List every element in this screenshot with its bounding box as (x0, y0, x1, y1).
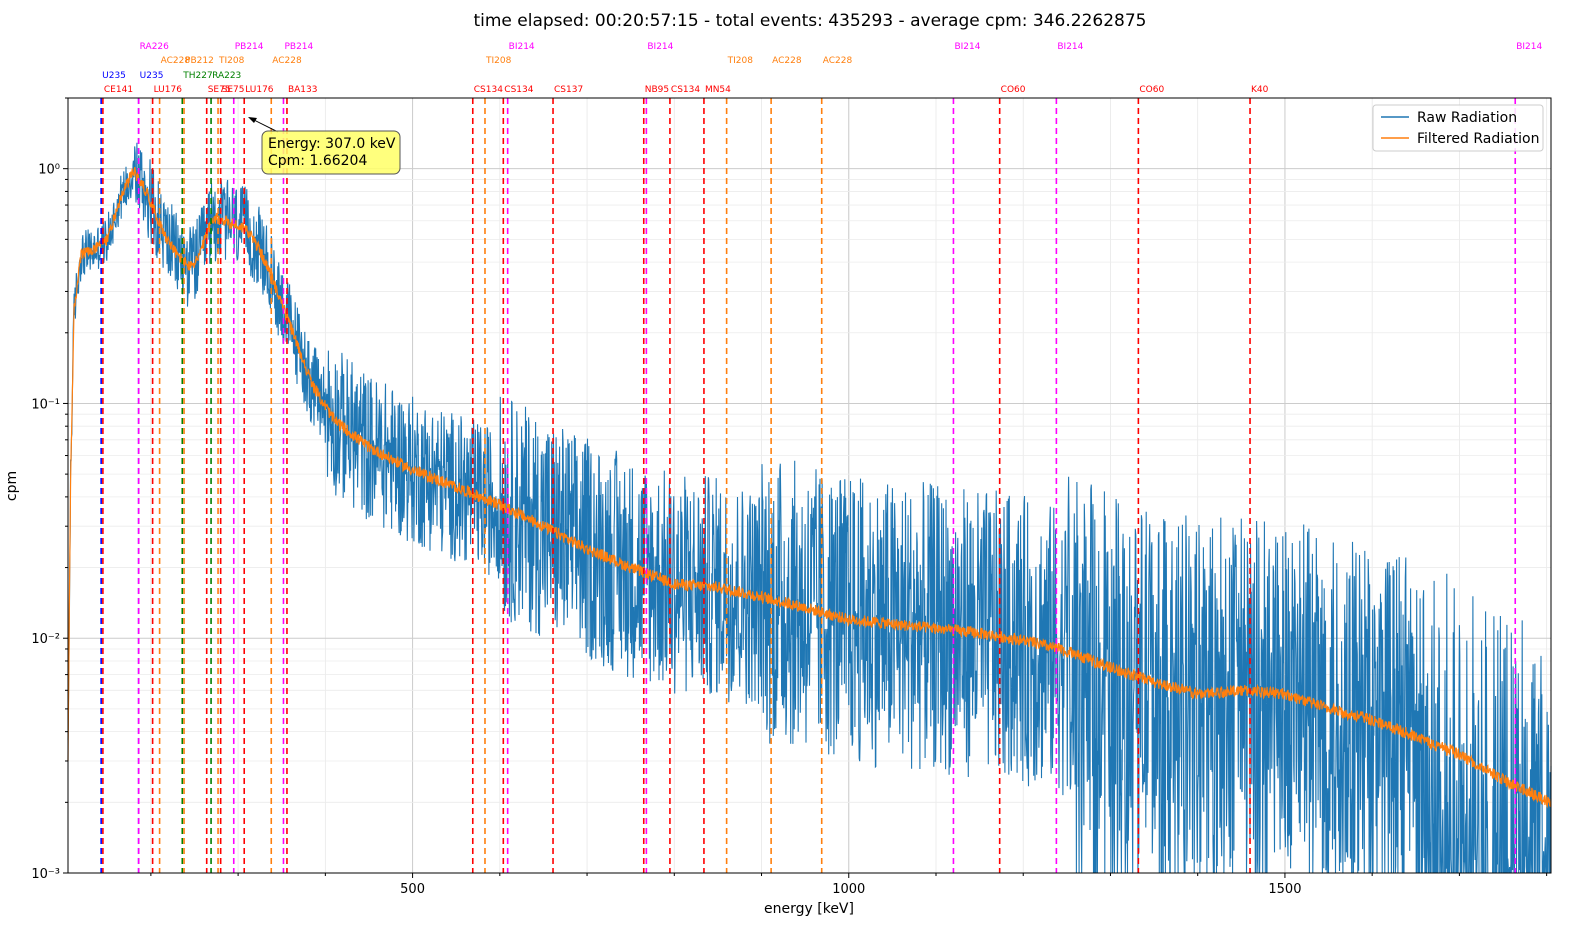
series-filtered-radiation (67, 167, 1552, 809)
annotation-box (261, 130, 401, 175)
isotope-label-nb95: NB95 (645, 85, 669, 95)
isotope-label-pb214: PB214 (235, 42, 264, 52)
isotope-label-cs134: CS134 (504, 85, 533, 95)
isotope-label-ti208: TI208 (218, 56, 245, 66)
axis-ticks: 500 1000 1500 10⁰ 10⁻¹ 10⁻² 10⁻³ (31, 97, 1548, 897)
legend-box (1372, 104, 1544, 152)
isotope-label-cs134: CS134 (474, 85, 503, 95)
isotope-label-pb214: PB214 (284, 42, 313, 52)
chart-title: time elapsed: 00:20:57:15 - total events… (473, 11, 1146, 31)
x-axis-label: energy [keV] (764, 901, 854, 917)
isotope-label-lu176: LU176 (245, 85, 274, 95)
isotope-label-co60: CO60 (1139, 85, 1164, 95)
annotation-arrowhead (248, 117, 257, 123)
x-tick-label: 500 (400, 882, 425, 897)
isotope-label-ra223: RA223 (212, 71, 241, 81)
isotope-label-se75: SE75 (208, 85, 231, 95)
isotope-label-bi214: BI214 (647, 42, 673, 52)
isotope-label-pb212: PB212 (185, 56, 214, 66)
x-tick-label: 1500 (1268, 882, 1301, 897)
annotation-cpm: Cpm: 1.66204 (268, 153, 367, 169)
isotope-label-ac228: AC228 (272, 56, 302, 66)
filtered-radiation-layer (67, 167, 1552, 809)
isotope-label-th227: TH227 (182, 71, 212, 81)
isotope-lines (100, 98, 1517, 873)
legend-label-raw: Raw Radiation (1417, 110, 1517, 126)
y-axis-label: cpm (4, 471, 20, 501)
isotope-label-ti208: TI208 (727, 56, 754, 66)
y-tick-label: 10⁻¹ (31, 397, 60, 412)
isotope-label-ba133: BA133 (288, 85, 318, 95)
y-tick-label: 10⁻³ (31, 867, 60, 882)
plot-frame (67, 97, 1552, 874)
isotope-label-ra226: RA226 (140, 42, 169, 52)
isotope-label-cs134: CS134 (671, 85, 700, 95)
annotation-energy: Energy: 307.0 keV (268, 136, 396, 152)
isotope-label-k40: K40 (1251, 85, 1269, 95)
isotope-label-bi214: BI214 (1057, 42, 1083, 52)
isotope-label-u235: U235 (102, 71, 126, 81)
isotope-label-bi214: BI214 (1516, 42, 1542, 52)
y-tick-label: 10⁻² (31, 632, 60, 647)
isotope-label-bi214: BI214 (509, 42, 535, 52)
isotope-label-ce141: CE141 (104, 85, 133, 95)
isotope-label-lu176: LU176 (154, 85, 183, 95)
isotope-label-co60: CO60 (1001, 85, 1026, 95)
isotope-label-ac228: AC228 (823, 56, 853, 66)
isotope-label-mn54: MN54 (705, 85, 731, 95)
series-raw-radiation (67, 142, 1552, 874)
hover-annotation: Energy: 307.0 keV Cpm: 1.66204 (248, 117, 401, 175)
x-tick-label: 1000 (832, 882, 865, 897)
raw-radiation-layer (67, 142, 1552, 874)
isotope-label-ac228: AC228 (772, 56, 802, 66)
legend-label-filtered: Filtered Radiation (1417, 131, 1540, 147)
legend: Raw Radiation Filtered Radiation (1372, 104, 1544, 152)
isotope-label-ac228: AC228 (161, 56, 191, 66)
isotope-label-se75: SE75 (222, 85, 245, 95)
isotope-label-cs137: CS137 (554, 85, 583, 95)
y-tick-label: 10⁰ (38, 163, 60, 178)
isotope-label-bi214: BI214 (954, 42, 980, 52)
isotope-label-ti208: TI208 (485, 56, 512, 66)
isotope-label-u235: U235 (140, 71, 164, 81)
